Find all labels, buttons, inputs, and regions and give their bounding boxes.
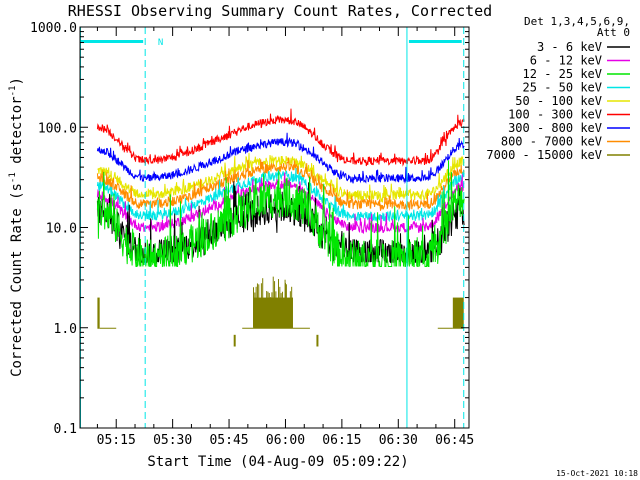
y-axis-label: Corrected Count Rate (s-1 detector-1): [8, 77, 25, 377]
plot-area: N: [79, 27, 465, 428]
y-tick-label: 10.0: [46, 222, 77, 237]
y-axis-label-sup2: -1: [8, 86, 18, 97]
y-axis-label-sup1: -1: [8, 172, 18, 183]
legend-label: 100 - 300 keV: [508, 108, 602, 122]
legend-label: 7000 - 15000 keV: [486, 148, 602, 162]
olive-block-2: [242, 327, 254, 329]
olive-block-1: [99, 327, 117, 329]
legend-label: 6 - 12 keV: [530, 54, 602, 68]
legend-label: 800 - 7000 keV: [501, 135, 602, 149]
y-tick-label: 0.1: [54, 422, 77, 437]
cyan-bar-left: [80, 40, 144, 43]
y-tick-label: 1000.0: [30, 21, 77, 36]
legend-label: 12 - 25 keV: [523, 67, 602, 81]
y-axis-label-main: Corrected Count Rate (s: [9, 183, 25, 377]
series-line-5: [96, 108, 465, 167]
legend-label: 50 - 100 keV: [515, 94, 602, 108]
olive-block-4: [292, 327, 310, 329]
x-tick-label: 05:45: [209, 433, 248, 448]
x-tick-label: 06:00: [266, 433, 305, 448]
x-tick-label: 06:30: [379, 433, 418, 448]
y-axis-label-end: ): [9, 77, 25, 85]
y-tick-label: 100.0: [38, 121, 77, 136]
x-tick-label: 06:45: [435, 433, 474, 448]
cyan-bar-right: [408, 40, 462, 43]
legend-label: 3 - 6 keV: [537, 40, 602, 54]
series-line-2: [96, 160, 465, 268]
olive-block-5: [437, 327, 453, 329]
olive-block-0: [97, 297, 100, 329]
axis-ticks: 1000.0 100.0 10.0 1.0 0.1 05:15 05:30 05:45 06:0…: [30, 21, 474, 448]
x-tick-label: 05:30: [153, 433, 192, 448]
annotation-n: N: [158, 38, 163, 48]
series-line-6: [96, 132, 465, 184]
legend-label: 300 - 800 keV: [508, 121, 602, 135]
olive-block-6: [452, 297, 464, 329]
legend-header-line: Att 0: [597, 26, 630, 39]
y-tick-label: 1.0: [54, 322, 77, 337]
series-line-3: [96, 167, 465, 224]
y-axis-label-mid: detector: [9, 96, 25, 172]
x-tick-label: 05:15: [97, 433, 136, 448]
x-axis-label: Start Time (04-Aug-09 05:09:22): [147, 454, 408, 470]
chart-title: RHESSI Observing Summary Count Rates, Co…: [68, 2, 492, 20]
footer-date: 15-Oct-2021 10:18: [556, 469, 638, 478]
legend-label: 25 - 50 keV: [523, 81, 602, 95]
series-line-1: [96, 172, 465, 234]
legend-header-line: Det 1,3,4,5,6,9,: [524, 15, 630, 28]
x-tick-label: 06:15: [322, 433, 361, 448]
